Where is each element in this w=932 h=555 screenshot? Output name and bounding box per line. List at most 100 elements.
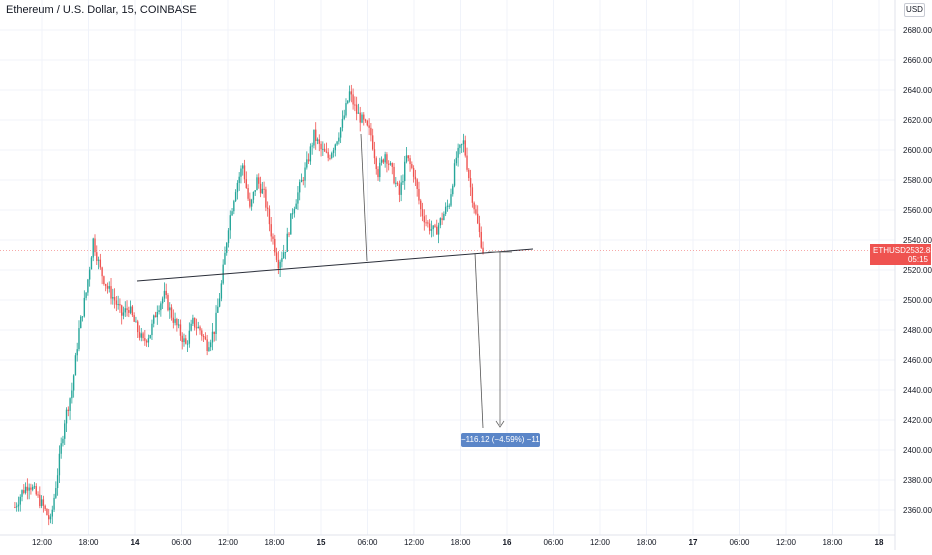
candle-body: [55, 488, 57, 498]
candle-body: [48, 515, 50, 520]
candle-body: [382, 159, 385, 163]
x-tick-label: 06:00: [357, 538, 378, 547]
candle-body: [179, 324, 182, 336]
candle-body: [318, 139, 320, 144]
candle-body: [74, 355, 77, 376]
candle-body: [307, 159, 310, 162]
candle-body: [149, 335, 151, 339]
candle-body: [67, 409, 69, 411]
candle-body: [78, 328, 80, 350]
candle-body: [400, 182, 402, 195]
candle-body: [452, 185, 454, 195]
candle-body: [466, 155, 468, 170]
candle-body: [368, 125, 370, 128]
currency-button[interactable]: USD: [904, 3, 925, 17]
candle-body: [15, 506, 18, 508]
neckline: [136, 248, 534, 282]
candle-body: [76, 349, 78, 356]
candle-body: [85, 292, 87, 298]
candle-body: [227, 230, 230, 244]
candle-body: [421, 209, 424, 217]
candle-body: [174, 319, 176, 323]
measure-tool-label[interactable]: −116.12 (−4.59%) −11612: [461, 433, 553, 447]
candle-body: [103, 276, 105, 285]
candle-body: [220, 283, 223, 299]
candle-body: [384, 154, 386, 163]
candle-body: [51, 509, 53, 517]
y-tick-label: 2660.00: [903, 56, 932, 65]
candle-body: [113, 297, 116, 301]
candle-body: [423, 216, 425, 223]
candle-body: [42, 499, 45, 506]
candle-body: [323, 148, 326, 152]
x-tick-label: 12:00: [776, 538, 797, 547]
candle-body: [140, 333, 142, 338]
candle-body: [272, 236, 274, 239]
candle-body: [371, 135, 374, 150]
candle-body: [83, 297, 86, 317]
candle-body: [478, 223, 481, 232]
candle-body: [231, 211, 233, 216]
candle-body: [439, 218, 442, 226]
y-tick-label: 2580.00: [903, 176, 932, 185]
candle-body: [176, 319, 178, 326]
candle-body: [450, 194, 452, 206]
y-tick-label: 2560.00: [903, 206, 932, 215]
candle-body: [475, 209, 477, 214]
candle-body: [101, 267, 103, 277]
candle-body: [69, 398, 71, 411]
candle-body: [60, 443, 62, 454]
candle-body: [402, 181, 404, 183]
candle-body: [322, 148, 324, 150]
candle-body: [263, 188, 265, 190]
candle-body: [259, 183, 262, 194]
y-tick-label: 2640.00: [903, 86, 932, 95]
candle-body: [183, 338, 185, 343]
candle-body: [299, 182, 301, 193]
x-tick-label: 14: [131, 538, 140, 547]
candle-body: [218, 298, 221, 307]
candle-body: [462, 140, 465, 145]
candle-body: [137, 321, 139, 333]
candle-body: [282, 252, 285, 259]
x-tick-label: 06:00: [543, 538, 564, 547]
candle-body: [347, 100, 349, 104]
candle-body: [229, 215, 231, 231]
candle-body: [172, 317, 175, 323]
price-axis: 2360.00 2380.00 2400.00 2420.00 2440.00 2460.…: [894, 0, 932, 550]
candle-body: [249, 198, 251, 207]
x-tick-label: 17: [689, 538, 698, 547]
x-tick-label: 12:00: [590, 538, 611, 547]
candle-body: [252, 191, 255, 200]
candle-body: [147, 338, 150, 343]
candle-body: [161, 298, 164, 304]
candle-body: [142, 333, 144, 339]
x-tick-label: 06:00: [729, 538, 750, 547]
candle-body: [19, 496, 21, 505]
candle-body: [366, 120, 369, 126]
candle-body: [480, 231, 482, 248]
candle-body: [24, 486, 27, 493]
candle-body: [128, 310, 130, 313]
candle-body: [49, 516, 52, 520]
candle-body: [316, 139, 319, 141]
candle-body: [28, 487, 30, 491]
candle-body: [35, 486, 37, 495]
candle-body: [65, 409, 68, 424]
candle-body: [331, 153, 333, 158]
candle-body: [304, 167, 306, 181]
candle-body: [354, 104, 356, 106]
candle-body: [379, 162, 381, 178]
projection-line: [474, 252, 484, 429]
candle-body: [110, 286, 112, 299]
candle-body: [281, 258, 283, 262]
candle-body: [291, 213, 294, 215]
candle-body: [170, 307, 173, 318]
candle-body: [297, 192, 299, 204]
candle-body: [190, 323, 192, 331]
candle-body: [80, 316, 82, 329]
candle-body: [72, 375, 75, 391]
candle-body: [250, 199, 253, 207]
